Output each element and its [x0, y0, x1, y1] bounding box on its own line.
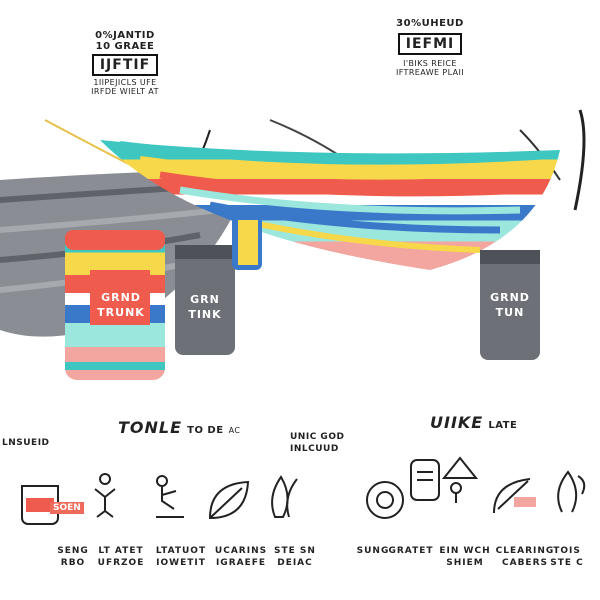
right-badge: 30%UHEUD IEFMI I'BIKS REICE IFTREAWE PLA…	[375, 18, 485, 77]
left-badge-box: IJFTIF	[91, 54, 159, 76]
left-icon-label-5: STE SN DEIAC	[262, 545, 328, 569]
left-icon-label-3-line2: IOWETIT	[156, 558, 206, 568]
rope-icon	[540, 460, 600, 520]
right-section-title: UIIKE LATE	[430, 413, 517, 432]
right-icon-label-3-line2: SHIEM	[446, 558, 484, 568]
left-section-title: TONLE TO DE AC	[118, 418, 240, 437]
right-icon-label-2: GRATET	[378, 545, 444, 557]
right-section-title-suffix: LATE	[488, 420, 518, 431]
left-icon-label-4-line1: UCARINS	[214, 546, 268, 556]
right-icon-label-4-line2: CABERS	[502, 558, 548, 568]
left-badge-line2: 10 GRAEE	[95, 41, 155, 52]
left-section-title-tag: AC	[228, 426, 241, 435]
left-badge: 0%JANTID 10 GRAEE IJFTIF 1IIPEJICLS UFE …	[70, 30, 180, 96]
right-icon-label-3: EIN WCH SHIEM	[432, 545, 498, 569]
right-icon-label-1: SUNG	[340, 545, 406, 557]
right-badge-line2: I'BIKS REICE	[403, 59, 457, 68]
right-badge-box: IEFMI	[397, 33, 463, 55]
left-icon-label-2: LT ATET UFRZOE	[88, 545, 154, 569]
left-icon-label-5-line1: STE SN	[274, 546, 316, 556]
person-rest-icon	[140, 465, 200, 525]
right-icon-label-1-line1: SUNG	[356, 546, 390, 556]
right-icon-label-5-line2: STE C	[550, 558, 584, 568]
left-icon-label-2-line1: LT ATET	[98, 546, 144, 556]
right-icon-label-5: TOIS STE C	[534, 545, 600, 569]
left-pouch-brand: GRND TRUNK	[97, 291, 145, 319]
right-icon-label-5-line1: TOIS	[553, 546, 581, 556]
right-pouch-brand: GRND TUN	[490, 291, 530, 319]
hiker-icon	[430, 450, 490, 510]
left-icon-label-4-line2: IGRAEFE	[215, 558, 267, 568]
left-icon-label-1-line1: SENG	[57, 546, 89, 556]
leaf-icon	[200, 470, 260, 530]
right-icon-label-2-line1: GRATET	[388, 546, 434, 556]
left-badge-line3: 1IIPEJICLS UFE	[93, 78, 157, 87]
left-icon-label-4: UCARINS IGRAEFE	[208, 545, 274, 569]
right-icon-label-3-line1: EIN WCH	[439, 546, 491, 556]
left-icon-label-3: LTATUOT IOWETIT	[148, 545, 214, 569]
left-section-label-b2: INLCUUD	[290, 444, 339, 454]
left-icon-label-1-line2: RBO	[60, 558, 86, 568]
left-section-title-suffix: TO DE	[187, 425, 224, 436]
left-section-title-main: TONLE	[118, 418, 183, 437]
right-icon-label-4: CLEARING CABERS	[492, 545, 558, 569]
right-section-title-main: UIIKE	[430, 413, 484, 432]
left-section-label-b: UNIC GOD	[290, 432, 345, 442]
strap-icon	[255, 465, 315, 525]
right-badge-line1: 30%UHEUD	[396, 18, 464, 29]
left-icon-label-5-line2: DEIAC	[277, 558, 313, 568]
left-badge-line4: IRFDE WIELT AT	[91, 87, 159, 96]
left-section-label-a: LNSUEID	[2, 438, 50, 448]
left-badge-line1: 0%JANTID	[95, 30, 155, 41]
backpack-icon	[395, 450, 455, 510]
left-icon-label-3-line1: LTATUOT	[155, 546, 207, 556]
left-red-tag: SOEN	[50, 502, 84, 514]
sack-icon	[10, 470, 70, 530]
hammock-person-icon	[75, 465, 135, 525]
left-icon-label-1: SENG RBO	[40, 545, 106, 569]
right-icon-label-4-line1: CLEARING	[495, 546, 555, 556]
left-icon-label-2-line2: UFRZOE	[97, 558, 145, 568]
ring-icon	[355, 470, 415, 530]
mid-pouch-brand: GRN TINK	[188, 293, 222, 321]
carabiner-icon	[482, 465, 542, 525]
hammock-illustration	[0, 109, 586, 380]
right-badge-line3: IFTREAWE PLAII	[395, 68, 465, 77]
